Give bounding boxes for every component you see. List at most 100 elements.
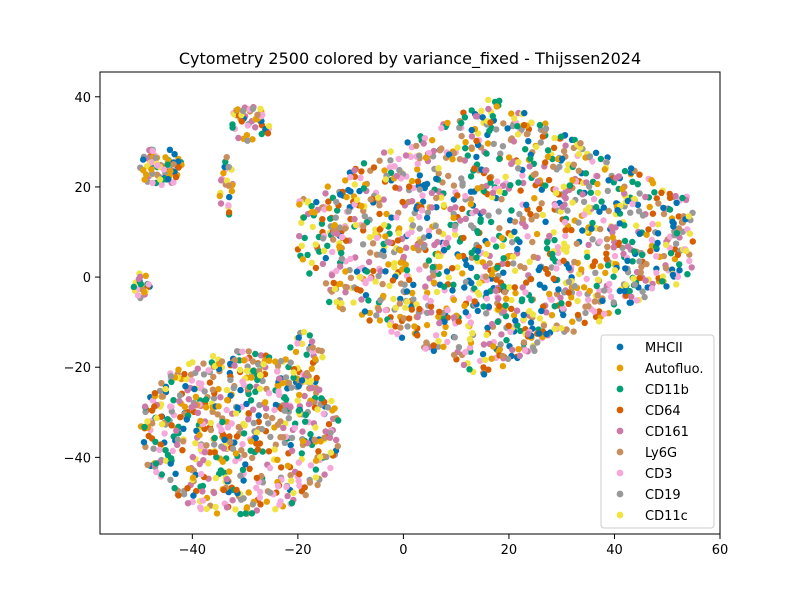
scatter-point <box>401 281 408 288</box>
scatter-point <box>239 378 246 385</box>
legend-marker <box>616 406 624 414</box>
scatter-point <box>218 358 226 365</box>
scatter-point <box>231 357 239 364</box>
scatter-point <box>224 396 231 404</box>
scatter-point <box>403 244 410 251</box>
scatter-point <box>169 447 176 455</box>
scatter-point <box>481 356 489 363</box>
scatter-point <box>474 185 481 192</box>
scatter-point <box>168 408 175 415</box>
scatter-point <box>461 302 468 309</box>
scatter-point <box>428 204 435 211</box>
scatter-point <box>233 486 240 494</box>
scatter-point <box>541 284 548 291</box>
scatter-point <box>167 455 175 462</box>
scatter-point <box>184 500 192 507</box>
x-tick-label: 40 <box>606 543 623 558</box>
scatter-point <box>294 397 301 404</box>
scatter-point <box>199 488 206 495</box>
scatter-point <box>482 251 490 258</box>
scatter-point <box>369 240 377 247</box>
scatter-point <box>135 275 143 283</box>
scatter-point <box>243 132 251 139</box>
scatter-point <box>218 426 225 434</box>
scatter-point <box>308 202 315 210</box>
scatter-point <box>408 306 415 313</box>
scatter-point <box>444 338 451 346</box>
scatter-point <box>424 209 432 216</box>
scatter-point <box>591 298 598 305</box>
scatter-point <box>265 448 273 455</box>
scatter-point <box>165 175 172 183</box>
scatter-point <box>614 308 622 315</box>
scatter-point <box>520 121 528 129</box>
scatter-point <box>560 147 568 155</box>
scatter-point <box>259 377 266 385</box>
scatter-point <box>568 294 575 301</box>
scatter-point <box>271 446 278 453</box>
scatter-point <box>510 138 518 145</box>
scatter-point <box>452 204 459 211</box>
scatter-point <box>450 214 457 221</box>
scatter-point <box>226 433 233 440</box>
scatter-point <box>511 218 519 225</box>
scatter-point <box>402 261 409 268</box>
scatter-point <box>655 200 662 207</box>
scatter-point <box>264 130 272 137</box>
legend-label: CD161 <box>645 425 689 440</box>
scatter-point <box>374 304 382 312</box>
scatter-point <box>247 438 255 445</box>
scatter-point <box>194 365 201 372</box>
scatter-point <box>530 171 538 178</box>
scatter-point <box>642 193 649 201</box>
scatter-point <box>298 377 306 384</box>
scatter-point <box>360 222 367 230</box>
scatter-point <box>373 312 380 319</box>
scatter-point <box>398 334 406 341</box>
scatter-point <box>367 249 374 256</box>
scatter-point <box>192 393 200 400</box>
scatter-point <box>153 414 160 422</box>
scatter-point <box>338 300 345 307</box>
scatter-point <box>639 288 646 295</box>
scatter-point <box>565 300 572 307</box>
scatter-point <box>510 312 518 319</box>
scatter-point <box>647 247 654 255</box>
scatter-point <box>223 386 231 394</box>
scatter-point <box>253 429 261 436</box>
scatter-point <box>540 322 548 329</box>
scatter-point <box>149 179 156 187</box>
scatter-point <box>430 342 437 349</box>
scatter-point <box>425 232 433 240</box>
scatter-point <box>636 258 643 265</box>
scatter-point <box>181 370 188 378</box>
scatter-point <box>312 474 320 481</box>
scatter-point <box>265 390 273 397</box>
scatter-point <box>435 313 442 320</box>
scatter-point <box>597 225 604 233</box>
scatter-point <box>247 397 255 404</box>
scatter-point <box>182 383 189 390</box>
scatter-point <box>630 275 637 282</box>
scatter-point <box>189 453 196 461</box>
scatter-point <box>316 386 323 393</box>
scatter-point <box>239 348 246 355</box>
scatter-point <box>599 297 606 304</box>
scatter-point <box>257 105 264 113</box>
scatter-point <box>594 292 601 299</box>
scatter-point <box>411 323 418 330</box>
scatter-point <box>167 476 174 483</box>
scatter-point <box>322 254 329 262</box>
scatter-point <box>130 283 138 291</box>
scatter-point <box>402 152 410 159</box>
scatter-point <box>191 385 198 393</box>
scatter-point <box>254 376 261 384</box>
scatter-point <box>413 301 420 308</box>
scatter-point <box>636 230 643 237</box>
scatter-point <box>380 149 388 156</box>
scatter-point <box>383 210 390 218</box>
scatter-point <box>392 323 399 330</box>
scatter-point <box>415 247 422 254</box>
scatter-point <box>327 429 334 437</box>
